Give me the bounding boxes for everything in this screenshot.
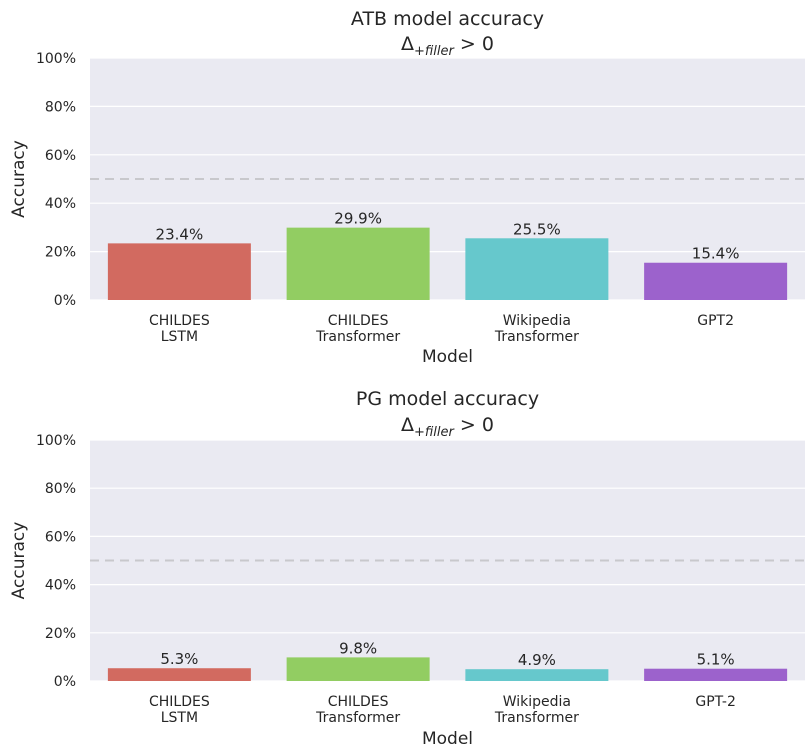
y-tick-label: 60%: [45, 529, 76, 545]
chart-panel-1: 0%20%40%60%80%100%23.4%CHILDESLSTM29.9%C…: [9, 8, 805, 367]
x-tick-label: CHILDES: [328, 694, 389, 710]
bar: [107, 668, 251, 681]
chart-subtitle: Δ+filler > 0: [401, 33, 494, 59]
chart-subtitle: Δ+filler > 0: [401, 414, 494, 440]
chart-panel-2: 0%20%40%60%80%100%5.3%CHILDESLSTM9.8%CHI…: [9, 388, 805, 749]
x-tick-label: Transformer: [315, 710, 400, 726]
x-tick-label: GPT2: [697, 313, 734, 329]
bar-value-label: 15.4%: [692, 245, 740, 263]
subtitle-subscript: +filler: [414, 44, 456, 59]
bar: [465, 669, 609, 681]
x-tick-label: CHILDES: [328, 313, 389, 329]
x-tick-label: Transformer: [494, 329, 579, 345]
bar: [465, 238, 609, 300]
y-tick-label: 80%: [45, 481, 76, 497]
y-axis-label: Accuracy: [9, 140, 29, 218]
bar-value-label: 9.8%: [339, 639, 377, 657]
bar-value-label: 23.4%: [156, 225, 204, 243]
y-axis-label: Accuracy: [9, 522, 29, 600]
x-tick-label: Wikipedia: [503, 694, 571, 710]
subtitle-delta: Δ: [401, 414, 414, 436]
bar: [644, 668, 788, 681]
bar-value-label: 4.9%: [518, 651, 556, 669]
x-tick-label: GPT-2: [695, 694, 736, 710]
y-tick-label: 80%: [45, 99, 76, 115]
x-tick-label: LSTM: [161, 329, 198, 345]
subtitle-delta: Δ: [401, 33, 414, 55]
x-axis-label: Model: [422, 347, 473, 367]
y-tick-label: 40%: [45, 196, 76, 212]
plot-area: [90, 440, 805, 681]
bar: [644, 262, 788, 300]
y-tick-label: 0%: [54, 293, 76, 309]
chart-title: ATB model accuracy: [351, 8, 544, 30]
bar: [107, 243, 251, 300]
subtitle-condition: > 0: [454, 414, 494, 436]
y-tick-label: 20%: [45, 626, 76, 642]
x-axis-label: Model: [422, 729, 473, 749]
subtitle-condition: > 0: [454, 33, 494, 55]
x-tick-label: Wikipedia: [503, 313, 571, 329]
bar-value-label: 25.5%: [513, 220, 561, 238]
y-tick-label: 40%: [45, 578, 76, 594]
x-tick-label: LSTM: [161, 710, 198, 726]
x-tick-label: CHILDES: [149, 313, 210, 329]
subtitle-subscript: +filler: [414, 425, 456, 440]
y-tick-label: 100%: [36, 51, 76, 67]
y-tick-label: 20%: [45, 245, 76, 261]
bar: [286, 227, 430, 300]
y-tick-label: 60%: [45, 148, 76, 164]
y-tick-label: 0%: [54, 674, 76, 690]
bar: [286, 657, 430, 681]
x-tick-label: Transformer: [494, 710, 579, 726]
y-tick-label: 100%: [36, 433, 76, 449]
bar-value-label: 5.3%: [160, 650, 198, 668]
x-tick-label: CHILDES: [149, 694, 210, 710]
bar-value-label: 5.1%: [697, 651, 735, 669]
chart-title: PG model accuracy: [356, 388, 539, 410]
x-tick-label: Transformer: [315, 329, 400, 345]
bar-value-label: 29.9%: [334, 210, 382, 228]
